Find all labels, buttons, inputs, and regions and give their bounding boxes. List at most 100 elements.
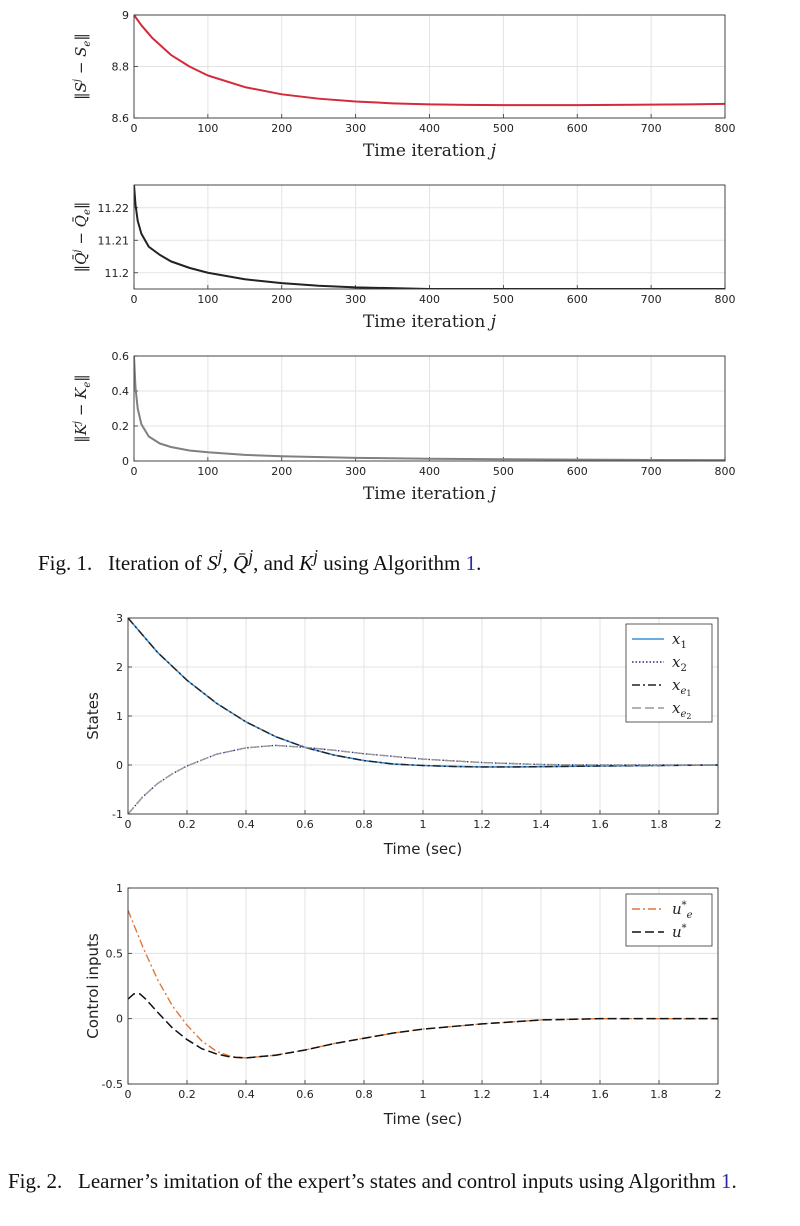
x-tick-label: 0.8 xyxy=(355,818,373,831)
figure-1-s: S xyxy=(207,551,218,575)
y-tick-label: 1 xyxy=(116,882,123,895)
series-line-u xyxy=(128,993,718,1059)
x-axis-label: Time iteration j xyxy=(363,141,497,161)
figure-1-q-sup: j xyxy=(248,546,254,566)
y-tick-label: 11.22 xyxy=(98,202,130,215)
y-tick-label: 3 xyxy=(116,612,123,625)
y-tick-label: 0.4 xyxy=(112,385,130,398)
figure-2-caption: Fig. 2. Learner’s imitation of the exper… xyxy=(8,1168,790,1195)
x-tick-label: 0.4 xyxy=(237,818,255,831)
legend-box xyxy=(625,893,713,947)
figure-1-comma: , xyxy=(222,551,234,575)
x-tick-label: 1 xyxy=(420,1088,427,1101)
x-tick-label: 0.4 xyxy=(237,1088,255,1101)
algorithm-ref-link[interactable]: 1 xyxy=(465,551,477,575)
series-line-xe1 xyxy=(128,618,718,768)
x-tick-label: 2 xyxy=(715,818,722,831)
x-tick-label: 700 xyxy=(641,293,662,306)
figure-1-k: K xyxy=(299,551,314,575)
y-tick-label: 0.6 xyxy=(112,350,130,363)
x-tick-label: 0 xyxy=(125,1088,132,1101)
legend-box xyxy=(625,623,713,723)
y-axis-label: Control inputs xyxy=(84,933,102,1039)
x-tick-label: 0.6 xyxy=(296,1088,314,1101)
x-tick-label: 0.2 xyxy=(178,1088,196,1101)
x-tick-label: 100 xyxy=(197,122,218,135)
y-tick-label: 2 xyxy=(116,661,123,674)
x-tick-label: 0 xyxy=(131,122,138,135)
x-tick-label: 1.2 xyxy=(473,818,491,831)
series-line-0 xyxy=(134,15,725,107)
legend-entry: x1 xyxy=(672,630,687,651)
axes-frame xyxy=(133,14,726,119)
x-axis-label: Time (sec) xyxy=(383,840,462,858)
y-tick-label: 11.21 xyxy=(98,234,130,247)
y-tick-label: 9 xyxy=(122,9,129,22)
series-line-0 xyxy=(134,185,725,289)
x-tick-label: 1.8 xyxy=(650,818,668,831)
x-tick-label: 0.8 xyxy=(355,1088,373,1101)
x-tick-label: 700 xyxy=(641,122,662,135)
x-tick-label: 500 xyxy=(493,465,514,478)
x-tick-label: 0.2 xyxy=(178,818,196,831)
x-tick-label: 1.4 xyxy=(532,1088,550,1101)
figure-1-q: Q̄ xyxy=(233,551,249,575)
y-axis-label: ‖Q̄j − Q̄e‖ xyxy=(72,202,93,273)
chart-s-error: 0 100 200 300 400 500 600 700 800 8.6 8.8 9 Time ite… xyxy=(72,9,736,161)
y-tick-label: 0.2 xyxy=(112,420,130,433)
x-tick-label: 400 xyxy=(419,465,440,478)
x-tick-label: 1.6 xyxy=(591,818,609,831)
series-line-xe2 xyxy=(128,744,718,814)
chart-control-inputs: 0 0.2 0.4 0.6 0.8 1 1.2 1.4 1.6 1.8 2-0.500.51Time… xyxy=(84,882,722,1128)
x-tick-label: 700 xyxy=(641,465,662,478)
y-axis-label: ‖Kj − Ke‖ xyxy=(72,374,93,443)
x-tick-label: 600 xyxy=(567,465,588,478)
legend-entry: x2 xyxy=(672,653,687,674)
x-tick-label: 200 xyxy=(271,465,292,478)
x-tick-label: 300 xyxy=(345,465,366,478)
x-tick-label: 300 xyxy=(345,293,366,306)
figure-1-s-sup: j xyxy=(217,546,223,566)
y-tick-label: 8.6 xyxy=(112,112,130,125)
y-tick-label: 8.8 xyxy=(112,61,130,74)
x-tick-label: 1.4 xyxy=(532,818,550,831)
y-axis-label: ‖Sj − Se‖ xyxy=(72,33,93,100)
figure-2-end: . xyxy=(731,1169,737,1193)
y-tick-label: -0.5 xyxy=(102,1078,123,1091)
x-tick-label: 400 xyxy=(419,293,440,306)
y-tick-label: -1 xyxy=(112,808,123,821)
x-tick-label: 800 xyxy=(715,465,736,478)
axes-frame xyxy=(127,617,719,815)
figure-1-and: , and xyxy=(253,551,300,575)
x-tick-label: 600 xyxy=(567,122,588,135)
axes-frame xyxy=(127,887,719,1085)
figure-1-text-b: using Algorithm xyxy=(318,551,466,575)
chart-k-error: 0 100 200 300 400 500 600 700 800 0 0.2 0.4 0.6 Time … xyxy=(72,350,736,504)
y-tick-label: 0.5 xyxy=(106,947,124,960)
x-tick-label: 300 xyxy=(345,122,366,135)
x-tick-label: 100 xyxy=(197,465,218,478)
legend: u*e u* xyxy=(625,893,713,947)
algorithm-ref-link-2[interactable]: 1 xyxy=(720,1169,732,1193)
x-tick-label: 1.8 xyxy=(650,1088,668,1101)
x-tick-label: 1.2 xyxy=(473,1088,491,1101)
y-tick-label: 0 xyxy=(116,759,123,772)
figure-1-end: . xyxy=(476,551,482,575)
y-tick-label: 11.2 xyxy=(105,267,130,280)
legend-entry: u*e xyxy=(672,900,693,921)
x-tick-label: 1 xyxy=(420,818,427,831)
x-tick-label: 0 xyxy=(125,818,132,831)
figure-1-label: Fig. 1. xyxy=(38,551,93,575)
x-tick-label: 100 xyxy=(197,293,218,306)
legend-entry: xe2 xyxy=(672,699,691,721)
x-tick-label: 800 xyxy=(715,293,736,306)
x-tick-label: 200 xyxy=(271,122,292,135)
y-tick-label: 1 xyxy=(116,710,123,723)
x-axis-label: Time (sec) xyxy=(383,1110,462,1128)
legend-entry: u* xyxy=(672,923,687,941)
chart-q-error: 0 100 200 300 400 500 600 700 800 11.2 11.21 11.22 T… xyxy=(72,184,736,332)
x-tick-label: 1.6 xyxy=(591,1088,609,1101)
